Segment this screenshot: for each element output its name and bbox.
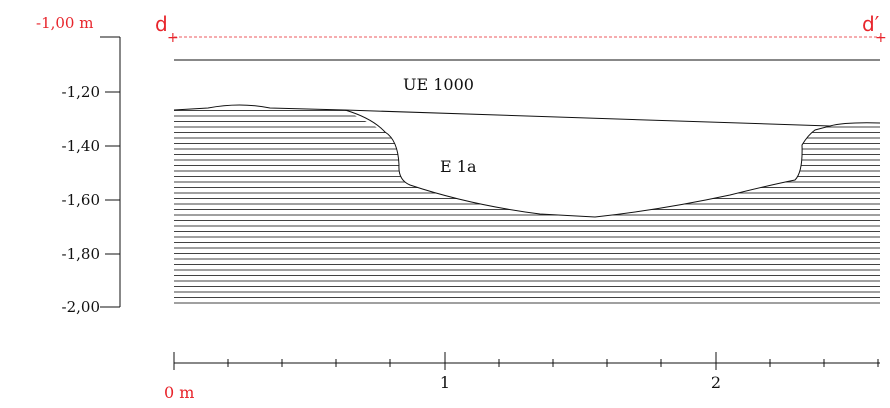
datum-label: -1,00 m: [36, 14, 93, 32]
depth-label: -1,20: [62, 83, 100, 101]
hatched-layer: [174, 105, 880, 307]
depth-label: -1,60: [62, 191, 100, 209]
start-point-marker: +: [167, 30, 179, 46]
depth-label: -1,40: [62, 137, 100, 155]
scale-label: 1: [440, 373, 450, 392]
layer-label: UE 1000: [403, 75, 474, 94]
depth-label: -1,80: [62, 245, 100, 263]
scale-bar-ticks: [173, 352, 879, 370]
scale-label: 2: [711, 373, 721, 392]
scale-label-origin: 0 m: [164, 383, 194, 402]
start-point-label: d: [155, 12, 168, 36]
depth-label: -2,00: [62, 298, 100, 316]
end-point-label: d′: [862, 12, 880, 36]
feature-cut-outline: [173, 104, 881, 218]
feature-label: E 1a: [440, 157, 477, 176]
layer-interface-line: [344, 109, 831, 127]
end-point-marker: +: [875, 30, 887, 46]
